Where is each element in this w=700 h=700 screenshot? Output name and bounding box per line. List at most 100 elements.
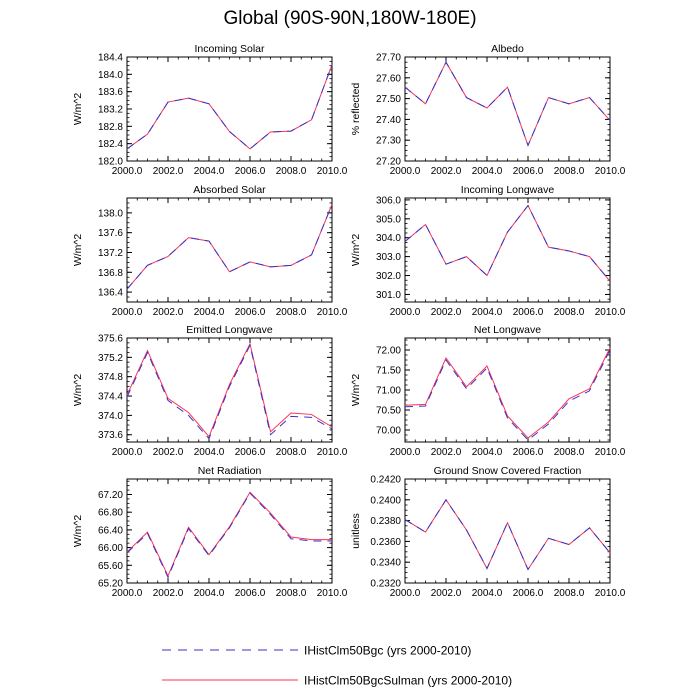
series-line-1: [126, 492, 332, 579]
legend-label-1: IHistClm50Bgc (yrs 2000-2010): [304, 644, 471, 658]
y-tick-label: 184.4: [98, 53, 123, 64]
x-tick-label: 2006.0: [235, 447, 266, 458]
x-tick-label: 2008.0: [276, 307, 307, 318]
series-line-2: [404, 347, 611, 439]
x-tick-label: 2004.0: [194, 588, 225, 599]
series-line-1: [404, 349, 611, 441]
y-tick-label: 183.2: [98, 105, 123, 116]
x-tick-label: 2004.0: [472, 447, 503, 458]
y-tick-label: 66.80: [98, 508, 123, 519]
y-tick-label: 138.0: [98, 208, 123, 219]
x-tick-label: 2008.0: [276, 447, 307, 458]
panel-1: Incoming Solar W/m^2 182.0 182.4 182.8 183.2 1…: [72, 43, 348, 177]
y-tick-label: 137.2: [98, 248, 123, 259]
y-axis-label: W/m^2: [72, 93, 84, 126]
series-line-1: [404, 204, 611, 282]
y-tick-label: 305.0: [376, 214, 401, 225]
x-tick-label: 2008.0: [276, 166, 307, 177]
x-tick-label: 2006.0: [513, 307, 544, 318]
x-tick-label: 2004.0: [472, 307, 503, 318]
x-tick-label: 2000.0: [112, 307, 143, 318]
y-tick-label: 66.40: [98, 525, 123, 536]
y-tick-label: 374.8: [98, 372, 123, 383]
x-tick-label: 2010.0: [317, 307, 348, 318]
x-tick-label: 2010.0: [317, 166, 348, 177]
x-tick-label: 2010.0: [317, 447, 348, 458]
x-tick-label: 2010.0: [595, 588, 626, 599]
y-tick-label: 136.4: [98, 288, 123, 299]
x-tick-label: 2000.0: [390, 447, 421, 458]
y-tick-label: 182.0: [98, 157, 123, 168]
x-tick-label: 2008.0: [554, 166, 585, 177]
x-tick-label: 2002.0: [431, 588, 462, 599]
x-tick-label: 2004.0: [194, 447, 225, 458]
panel-title: Ground Snow Covered Fraction: [434, 465, 582, 477]
series-line-1: [126, 204, 333, 290]
panel-4: Incoming Longwave W/m^2 301.0 302.0 303.0 304…: [350, 184, 626, 318]
x-tick-label: 2010.0: [595, 166, 626, 177]
x-tick-label: 2006.0: [235, 166, 266, 177]
y-tick-label: 71.50: [376, 366, 401, 377]
series-line-1: [126, 343, 333, 440]
x-tick-label: 2010.0: [595, 447, 626, 458]
x-tick-label: 2000.0: [390, 166, 421, 177]
plot-frame: [126, 56, 333, 162]
y-tick-label: 374.0: [98, 411, 123, 422]
legend-label-2: IHistClm50BgcSulman (yrs 2000-2010): [304, 674, 512, 688]
panel-7: Net Radiation W/m^2 65.20 65.60 66.00 66.40 66…: [72, 465, 348, 599]
y-axis-label: % reflected: [350, 83, 362, 136]
x-tick-label: 2006.0: [235, 588, 266, 599]
panel-title: Net Longwave: [474, 324, 541, 336]
panel-title: Emitted Longwave: [186, 324, 273, 336]
y-tick-label: 27.30: [376, 136, 401, 147]
y-tick-label: 306.0: [376, 195, 401, 206]
x-tick-label: 2008.0: [276, 588, 307, 599]
x-tick-label: 2008.0: [554, 588, 585, 599]
y-axis-label: W/m^2: [72, 515, 84, 548]
y-tick-label: 27.70: [376, 53, 401, 64]
panel-3: Absorbed Solar W/m^2 136.4 136.8 137.2 137.6 1…: [72, 184, 348, 318]
x-tick-label: 2008.0: [554, 307, 585, 318]
y-tick-label: 67.20: [98, 490, 123, 501]
panel-title: Albedo: [491, 43, 524, 55]
y-tick-label: 184.0: [98, 70, 123, 81]
panel-title: Incoming Solar: [194, 43, 265, 55]
y-tick-label: 27.50: [376, 94, 401, 105]
y-tick-label: 373.6: [98, 430, 123, 441]
y-tick-label: 301.0: [376, 290, 401, 301]
x-tick-label: 2000.0: [112, 166, 143, 177]
y-tick-label: 374.4: [98, 392, 123, 403]
x-tick-label: 2006.0: [513, 588, 544, 599]
y-tick-label: 72.00: [376, 346, 401, 357]
panel-5: Emitted Longwave W/m^2 373.6 374.0 374.4 374.…: [72, 324, 348, 458]
y-tick-label: 27.20: [376, 157, 401, 168]
plot-frame: [126, 197, 333, 303]
y-tick-label: 70.00: [376, 426, 401, 437]
y-tick-label: 65.60: [98, 561, 123, 572]
panel-title: Incoming Longwave: [461, 184, 555, 196]
panel-title: Absorbed Solar: [193, 184, 266, 196]
y-tick-label: 0.2320: [370, 579, 401, 590]
x-tick-label: 2000.0: [390, 588, 421, 599]
x-tick-label: 2000.0: [390, 307, 421, 318]
x-tick-label: 2004.0: [194, 166, 225, 177]
y-tick-label: 182.4: [98, 139, 123, 150]
y-axis-label: W/m^2: [72, 374, 84, 407]
x-tick-label: 2010.0: [595, 307, 626, 318]
y-axis-label: W/m^2: [72, 234, 84, 267]
y-axis-label: unitless: [350, 513, 362, 549]
panel-2: Albedo % reflected 27.20 27.30 27.40 27.50 27.…: [350, 43, 626, 177]
x-tick-label: 2002.0: [431, 307, 462, 318]
plot-frame: [404, 337, 611, 443]
y-tick-label: 304.0: [376, 233, 401, 244]
x-tick-label: 2006.0: [235, 307, 266, 318]
y-tick-label: 136.8: [98, 268, 123, 279]
y-axis-label: W/m^2: [350, 234, 362, 267]
y-tick-label: 375.2: [98, 353, 123, 364]
y-tick-label: 375.6: [98, 334, 123, 345]
panel-8: Ground Snow Covered Fraction unitless 0.23…: [350, 465, 626, 599]
series-line-1: [126, 64, 333, 150]
series-line-2: [126, 204, 333, 290]
